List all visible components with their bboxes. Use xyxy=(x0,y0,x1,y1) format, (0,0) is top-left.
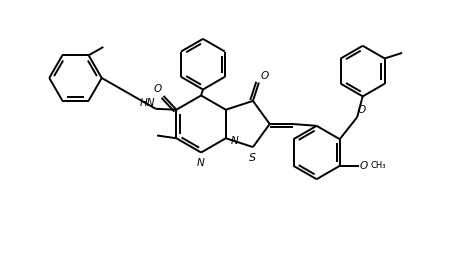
Text: O: O xyxy=(358,105,366,115)
Text: HN: HN xyxy=(139,98,155,108)
Text: O: O xyxy=(261,71,269,81)
Text: O: O xyxy=(360,161,368,171)
Text: CH₃: CH₃ xyxy=(371,161,386,170)
Text: O: O xyxy=(154,84,162,94)
Text: S: S xyxy=(249,153,256,163)
Text: N: N xyxy=(231,136,238,145)
Text: N: N xyxy=(196,158,204,167)
